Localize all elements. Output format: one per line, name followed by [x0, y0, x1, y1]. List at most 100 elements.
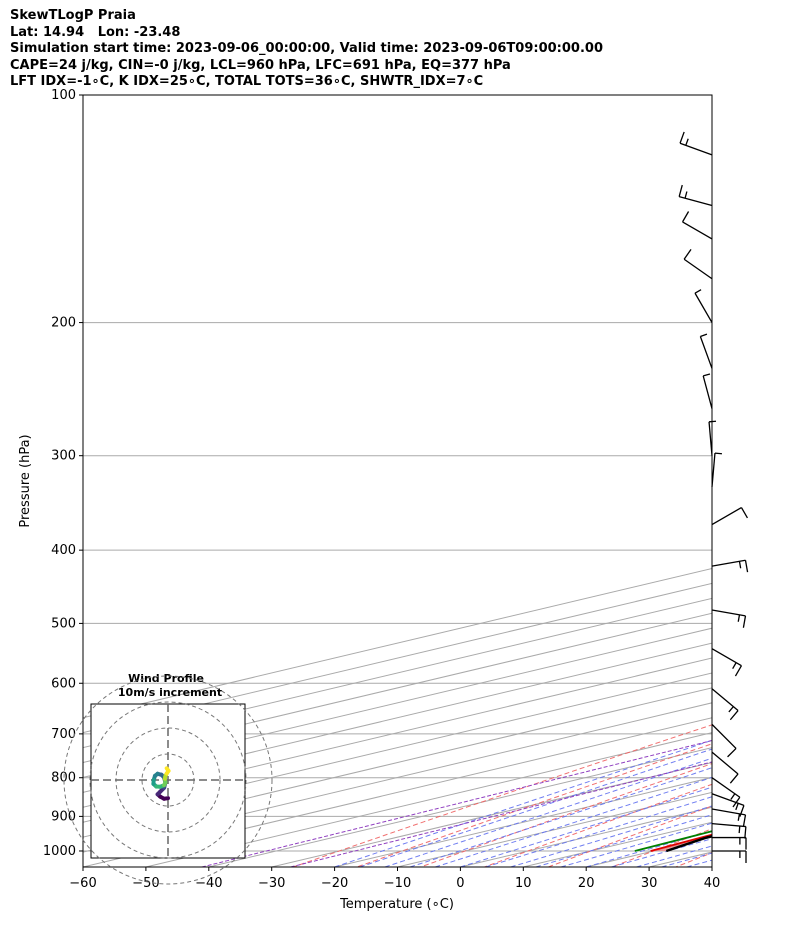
dry-adiabat — [675, 852, 712, 867]
x-tick-label: 40 — [704, 876, 721, 891]
wind-barb — [711, 822, 747, 839]
barb-shaft — [711, 793, 745, 806]
barb-shaft — [711, 648, 742, 667]
barb-shaft — [711, 751, 739, 775]
y-tick-label: 100 — [51, 88, 76, 103]
barb-flag — [738, 825, 741, 834]
moist-adiabat — [485, 796, 712, 867]
y-tick-label: 1000 — [43, 844, 76, 859]
hodograph: Wind Profile 10m/s increment — [63, 672, 273, 885]
barb-shaft — [711, 822, 746, 828]
barb-shaft — [694, 292, 713, 323]
title-indices: LFT IDX=-1∘C, K IDX=25∘C, TOTAL TOTS=36∘… — [10, 74, 484, 89]
barb-flag — [679, 131, 685, 144]
barb-flag — [734, 665, 743, 677]
dry-adiabat — [611, 828, 712, 867]
moist-adiabat — [384, 757, 712, 867]
barb-flag — [739, 805, 745, 817]
title-station: SkewTLogP Praia — [10, 8, 136, 23]
barb-flag — [681, 211, 690, 223]
barb-flag — [714, 452, 722, 455]
barb-flag — [742, 814, 747, 827]
barb-flag — [742, 615, 747, 628]
isotherm-line — [83, 642, 712, 793]
wind-barb — [711, 723, 737, 758]
mixing-ratio-line — [290, 761, 712, 867]
x-tick-label: −60 — [69, 876, 96, 891]
title-location: Lat: 14.94 Lon: -23.48 — [10, 24, 181, 40]
barb-flag — [735, 803, 739, 811]
barb-shaft — [711, 453, 716, 488]
barb-flag — [738, 561, 742, 569]
barb-shaft — [702, 375, 713, 409]
hodograph-axes — [91, 704, 245, 858]
barb-shaft — [682, 221, 713, 240]
moist-adiabat — [586, 830, 712, 867]
barb-shaft — [708, 421, 713, 456]
y-tick-label: 600 — [51, 676, 76, 691]
hodograph-ring — [89, 701, 247, 859]
wind-barb — [711, 808, 747, 827]
y-tick-label: 400 — [51, 543, 76, 558]
barb-shaft — [711, 506, 742, 526]
barb-shaft — [678, 196, 713, 207]
profile-lines — [634, 830, 712, 853]
moist-adiabat — [636, 845, 712, 867]
hodograph-segment — [164, 766, 171, 773]
dry-adiabat — [356, 743, 712, 867]
wind-barb — [679, 131, 713, 156]
barb-flag — [728, 706, 734, 713]
barb-shaft — [711, 688, 739, 712]
dry-adiabat — [484, 783, 712, 867]
barb-shaft — [711, 808, 746, 816]
barb-shaft — [711, 609, 746, 617]
y-tick-label: 200 — [51, 316, 76, 331]
isotherm-line — [83, 717, 712, 867]
y-tick-label: 800 — [51, 771, 76, 786]
barb-flag — [730, 793, 736, 800]
barb-shaft — [683, 258, 713, 280]
wind-barb — [711, 688, 739, 721]
wind-barbs — [678, 131, 749, 863]
barb-shaft — [711, 777, 741, 798]
dewpoint-line — [634, 830, 712, 852]
parcel-line — [665, 834, 712, 853]
isotherm-line — [397, 791, 712, 867]
moist-adiabat — [611, 838, 712, 867]
dry-adiabat — [548, 805, 712, 867]
isotherm-line — [711, 866, 712, 867]
x-tick-label: 0 — [456, 876, 464, 891]
hodograph-title: Wind Profile — [128, 672, 204, 685]
dry-adiabat — [420, 763, 712, 867]
wind-barb — [711, 609, 747, 628]
moist-adiabat — [560, 822, 712, 867]
isotherm-line — [83, 687, 712, 838]
barb-flag — [678, 184, 683, 197]
x-tick-label: −30 — [258, 876, 285, 891]
barb-flag — [737, 813, 741, 821]
wind-barb — [683, 249, 713, 280]
isotherm-line — [334, 776, 712, 867]
x-tick-label: −20 — [321, 876, 348, 891]
barb-shaft — [679, 142, 713, 156]
y-axis-label: Pressure (hPa) — [18, 434, 33, 527]
wind-barb — [681, 211, 713, 240]
x-tick-label: −10 — [384, 876, 411, 891]
moist-adiabat — [535, 814, 712, 867]
isotherm-line — [208, 747, 712, 867]
barb-flag — [700, 333, 708, 338]
dry-adiabat — [293, 724, 712, 867]
x-tick-label: 20 — [578, 876, 595, 891]
wind-barb — [711, 793, 745, 817]
isotherm-line — [83, 672, 712, 823]
mixing-ratio-line — [201, 740, 712, 867]
moist-adiabat — [435, 776, 712, 867]
barb-flag — [729, 773, 739, 784]
moist-adiabat — [359, 748, 712, 867]
wind-barb — [711, 648, 743, 677]
isotherm-line — [145, 732, 712, 867]
isotherm-line — [83, 657, 712, 808]
isotherm-line — [83, 627, 712, 778]
